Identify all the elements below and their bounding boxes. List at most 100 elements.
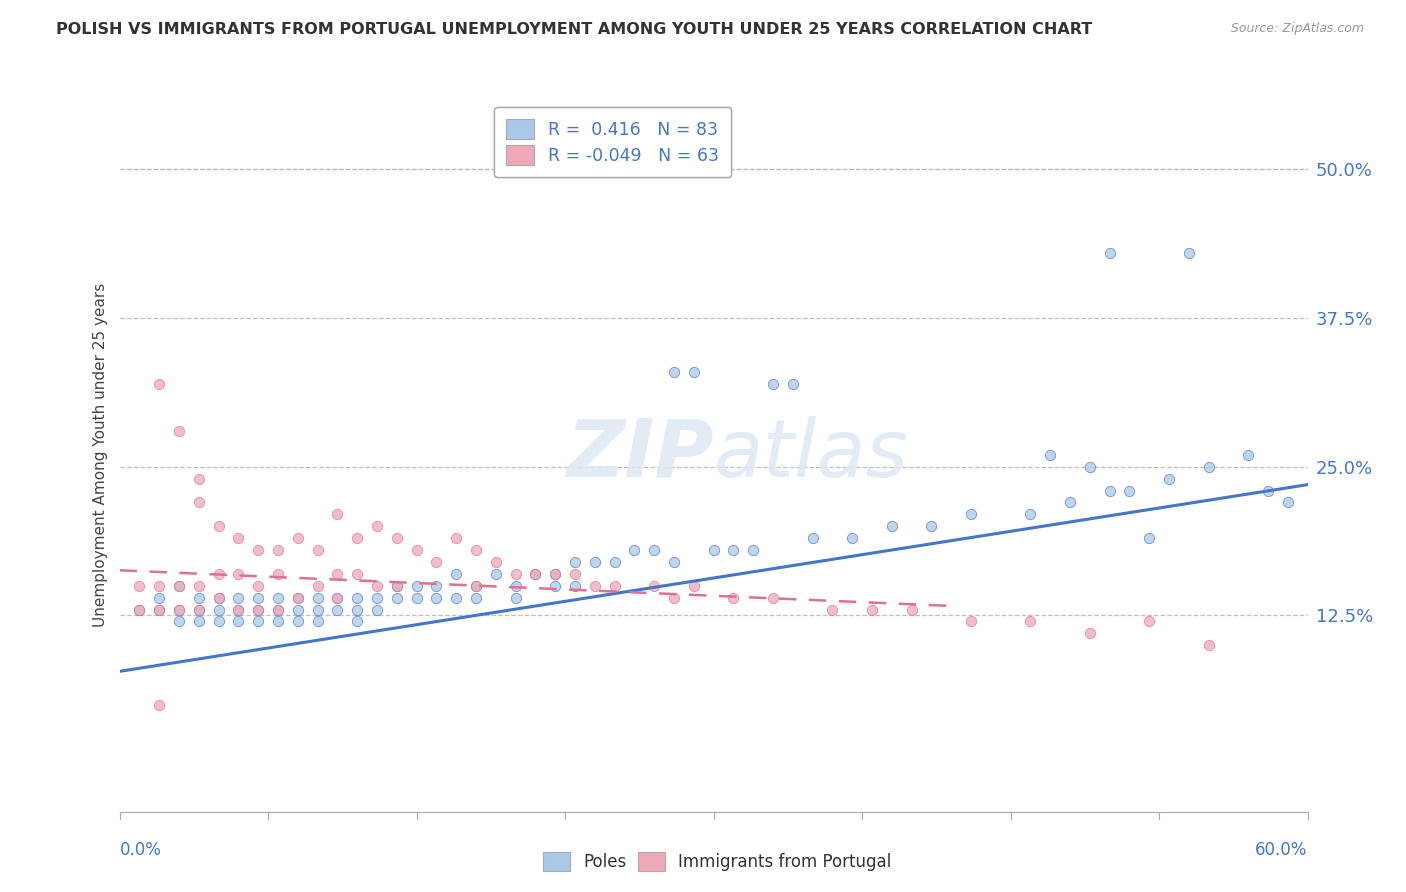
- Point: [1137, 615, 1160, 629]
- Text: 0.0%: 0.0%: [120, 841, 162, 860]
- Point: [187, 602, 209, 616]
- Point: [148, 591, 170, 605]
- Legend: R =  0.416   N = 83, R = -0.049   N = 63: R = 0.416 N = 83, R = -0.049 N = 63: [494, 107, 731, 178]
- Point: [425, 555, 447, 569]
- Point: [464, 591, 488, 605]
- Point: [564, 566, 586, 581]
- Point: [643, 579, 665, 593]
- Point: [207, 591, 229, 605]
- Point: [1078, 459, 1101, 474]
- Point: [1098, 483, 1121, 498]
- Point: [821, 602, 844, 616]
- Point: [187, 591, 209, 605]
- Point: [1059, 495, 1081, 509]
- Point: [287, 591, 309, 605]
- Point: [662, 591, 685, 605]
- Point: [287, 615, 309, 629]
- Point: [307, 602, 329, 616]
- Point: [366, 579, 388, 593]
- Point: [405, 591, 427, 605]
- Point: [464, 579, 488, 593]
- Point: [444, 531, 467, 545]
- Point: [682, 365, 704, 379]
- Point: [148, 579, 170, 593]
- Point: [228, 615, 250, 629]
- Point: [307, 591, 329, 605]
- Point: [326, 566, 349, 581]
- Text: 60.0%: 60.0%: [1256, 841, 1308, 860]
- Point: [880, 519, 903, 533]
- Point: [723, 543, 745, 558]
- Point: [167, 424, 190, 438]
- Point: [385, 531, 408, 545]
- Point: [207, 566, 229, 581]
- Point: [900, 602, 922, 616]
- Point: [1078, 626, 1101, 640]
- Point: [287, 602, 309, 616]
- Point: [128, 579, 150, 593]
- Point: [920, 519, 942, 533]
- Y-axis label: Unemployment Among Youth under 25 years: Unemployment Among Youth under 25 years: [93, 283, 108, 627]
- Point: [128, 602, 150, 616]
- Point: [464, 579, 488, 593]
- Point: [207, 591, 229, 605]
- Point: [346, 531, 368, 545]
- Point: [167, 615, 190, 629]
- Point: [267, 615, 290, 629]
- Point: [603, 555, 626, 569]
- Point: [444, 566, 467, 581]
- Point: [187, 495, 209, 509]
- Point: [583, 579, 606, 593]
- Point: [228, 566, 250, 581]
- Text: ZIP: ZIP: [567, 416, 713, 494]
- Point: [485, 566, 508, 581]
- Text: atlas: atlas: [713, 416, 908, 494]
- Point: [366, 602, 388, 616]
- Point: [207, 615, 229, 629]
- Point: [425, 591, 447, 605]
- Point: [960, 508, 983, 522]
- Point: [405, 543, 427, 558]
- Point: [366, 591, 388, 605]
- Point: [326, 508, 349, 522]
- Point: [228, 602, 250, 616]
- Point: [187, 579, 209, 593]
- Point: [148, 602, 170, 616]
- Point: [1039, 448, 1062, 462]
- Point: [187, 615, 209, 629]
- Point: [346, 591, 368, 605]
- Point: [801, 531, 824, 545]
- Point: [187, 602, 209, 616]
- Point: [505, 579, 527, 593]
- Point: [544, 579, 567, 593]
- Point: [662, 555, 685, 569]
- Point: [762, 376, 785, 391]
- Point: [524, 566, 547, 581]
- Point: [287, 531, 309, 545]
- Point: [1118, 483, 1140, 498]
- Point: [207, 602, 229, 616]
- Legend: Poles, Immigrants from Portugal: Poles, Immigrants from Portugal: [534, 843, 900, 880]
- Point: [228, 591, 250, 605]
- Point: [167, 579, 190, 593]
- Point: [524, 566, 547, 581]
- Point: [960, 615, 983, 629]
- Point: [385, 579, 408, 593]
- Point: [267, 602, 290, 616]
- Point: [148, 698, 170, 712]
- Point: [228, 531, 250, 545]
- Point: [346, 602, 368, 616]
- Text: POLISH VS IMMIGRANTS FROM PORTUGAL UNEMPLOYMENT AMONG YOUTH UNDER 25 YEARS CORRE: POLISH VS IMMIGRANTS FROM PORTUGAL UNEMP…: [56, 22, 1092, 37]
- Point: [564, 555, 586, 569]
- Point: [228, 602, 250, 616]
- Point: [267, 566, 290, 581]
- Point: [385, 591, 408, 605]
- Point: [247, 602, 270, 616]
- Point: [723, 591, 745, 605]
- Point: [247, 591, 270, 605]
- Point: [326, 602, 349, 616]
- Point: [247, 579, 270, 593]
- Point: [544, 566, 567, 581]
- Point: [167, 602, 190, 616]
- Point: [405, 579, 427, 593]
